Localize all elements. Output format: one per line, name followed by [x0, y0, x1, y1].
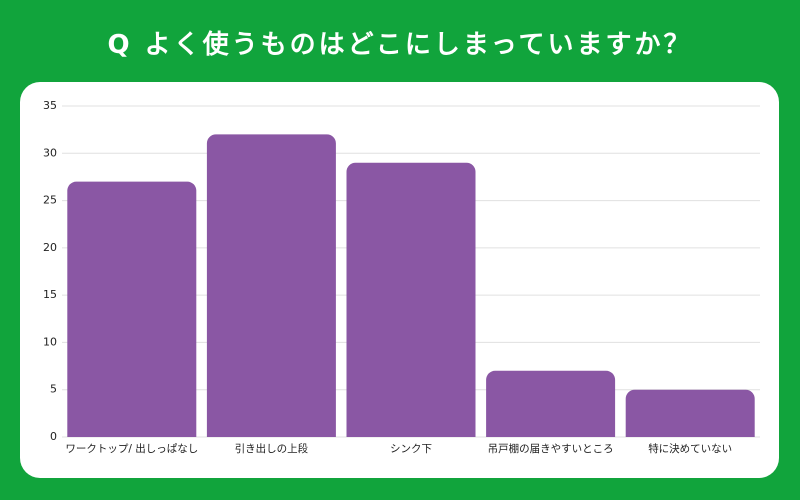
y-tick-label: 35: [43, 99, 57, 112]
bar-5: [625, 389, 755, 437]
bar-1: [67, 181, 197, 437]
x-tick-label: 引き出しの上段: [235, 442, 309, 455]
y-axis-labels: 0 5 10 15 20 25 30 35: [43, 99, 57, 443]
bar-2: [206, 134, 336, 437]
y-tick-label: 25: [43, 194, 57, 207]
y-tick-label: 15: [43, 288, 57, 301]
bars: [67, 134, 755, 437]
x-axis-labels: ワークトップ/ 出しっぱなし 引き出しの上段 シンク下 吊戸棚の届きやすいところ 特に決…: [65, 442, 732, 455]
x-tick-label: 吊戸棚の届きやすいところ: [488, 442, 614, 455]
y-tick-label: 5: [50, 383, 57, 396]
page-title: Q よく使うものはどこにしまっていますか？: [107, 30, 693, 60]
x-tick-label: 特に決めていない: [648, 443, 732, 455]
x-tick-label: ワークトップ/ 出しっぱなし: [65, 442, 198, 455]
x-tick-label: シンク下: [390, 443, 432, 455]
y-tick-label: 10: [43, 335, 57, 348]
bar-3: [346, 162, 476, 437]
y-tick-label: 30: [43, 146, 57, 159]
y-tick-label: 20: [43, 241, 57, 254]
y-tick-label: 0: [50, 430, 57, 443]
bar-4: [486, 370, 616, 437]
